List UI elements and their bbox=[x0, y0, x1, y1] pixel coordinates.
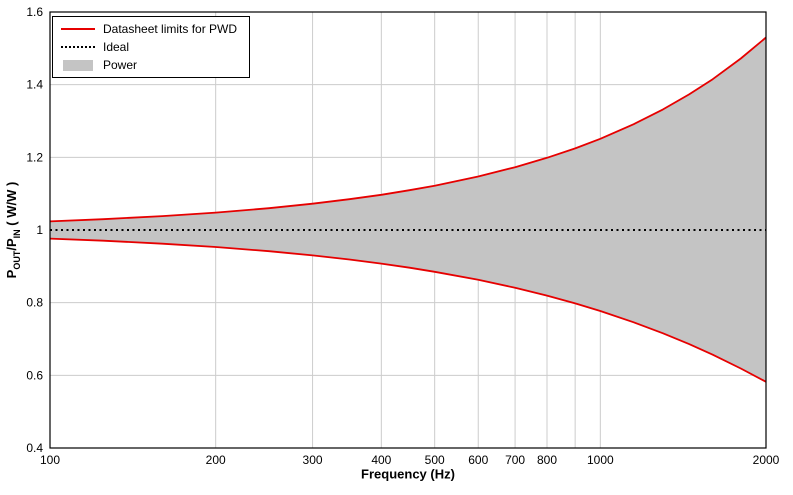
x-tick-label: 600 bbox=[468, 453, 488, 467]
legend-item-ideal: Ideal bbox=[61, 40, 237, 54]
x-tick-label: 800 bbox=[537, 453, 557, 467]
legend-label: Datasheet limits for PWD bbox=[103, 22, 238, 36]
x-tick-label: 400 bbox=[371, 453, 391, 467]
legend: Datasheet limits for PWD Ideal Power bbox=[52, 16, 251, 78]
legend-item-datasheet-limits: Datasheet limits for PWD bbox=[61, 22, 237, 36]
y-tick-label: 0.4 bbox=[26, 441, 43, 455]
lower-limit-line bbox=[49, 237, 767, 383]
y-tick-label: 0.8 bbox=[26, 296, 43, 310]
legend-label: Ideal bbox=[103, 40, 130, 54]
gray-fill-swatch-icon bbox=[61, 59, 95, 71]
power-band-area bbox=[50, 37, 766, 382]
x-tick-label: 300 bbox=[303, 453, 323, 467]
x-tick-label: 700 bbox=[505, 453, 525, 467]
x-tick-label: 100 bbox=[40, 453, 60, 467]
legend-label: Power bbox=[103, 58, 138, 72]
y-axis-title-text: P bbox=[4, 269, 20, 279]
y-axis-title-text: /P bbox=[4, 238, 20, 251]
y-axis-title-text: ( W/W ) bbox=[4, 181, 20, 230]
y-tick-label: 1.6 bbox=[26, 5, 43, 19]
y-tick-label: 1.4 bbox=[26, 78, 43, 92]
upper-limit-line bbox=[49, 36, 767, 223]
y-tick-label: 1.2 bbox=[26, 150, 43, 164]
y-axis-title-sub: OUT bbox=[11, 250, 22, 270]
x-axis-title-text: Frequency (Hz) bbox=[361, 466, 455, 482]
y-tick-label: 0.6 bbox=[26, 368, 43, 382]
red-line-swatch-icon bbox=[61, 28, 95, 30]
x-tick-label: 1000 bbox=[587, 453, 614, 467]
plot-border bbox=[49, 11, 767, 449]
legend-item-power: Power bbox=[61, 58, 237, 72]
y-tick-label: 1 bbox=[36, 223, 43, 237]
x-tick-label: 500 bbox=[425, 453, 445, 467]
y-axis-title-sub: IN bbox=[11, 229, 22, 239]
x-tick-label: 200 bbox=[206, 453, 226, 467]
dotted-line-swatch-icon bbox=[61, 46, 95, 48]
x-tick-label: 2000 bbox=[753, 453, 780, 467]
